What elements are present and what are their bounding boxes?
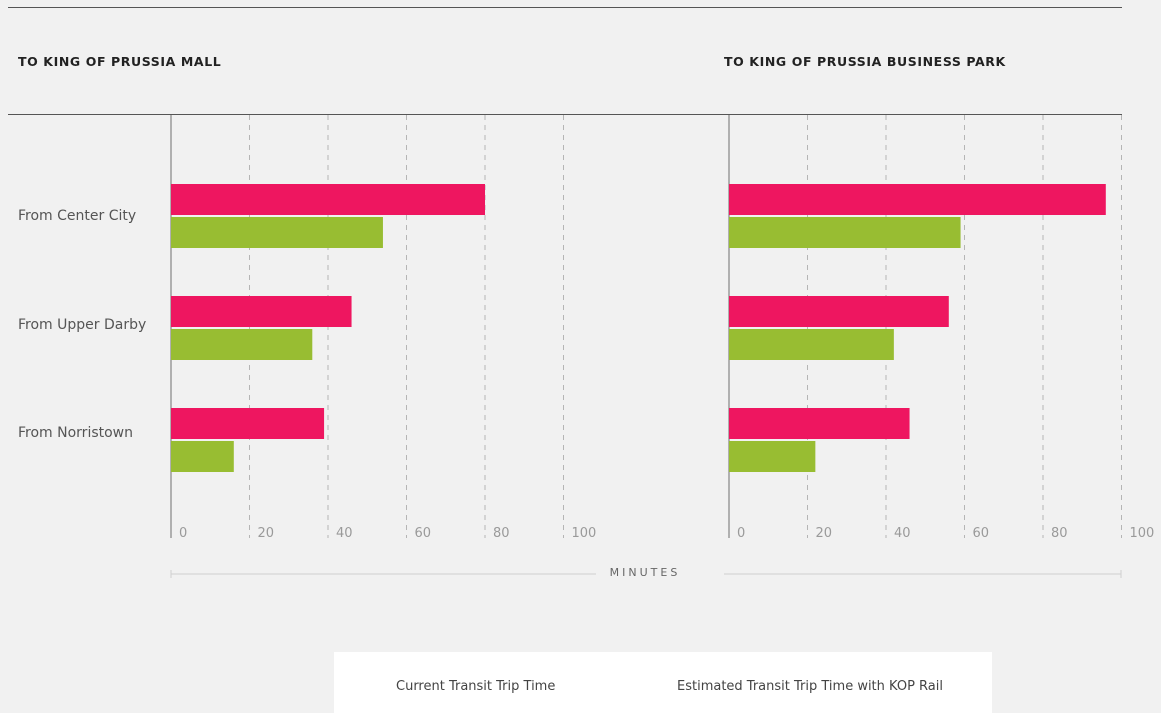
x-axis-title: MINUTES [609,566,681,579]
bar-business-park-norristown-current [729,408,910,439]
x-tick-label-business-park-60: 60 [973,526,990,541]
category-label-norristown: From Norristown [18,425,134,441]
bar-business-park-center-city-estimated [729,217,961,248]
chart-title-business-park: TO KING OF PRUSSIA BUSINESS PARK [724,54,1006,69]
x-tick-label-mall-40: 40 [336,526,353,541]
x-tick-label-mall-100: 100 [572,526,597,541]
legend-item-estimated: Estimated Transit Trip Time with KOP Rai… [677,679,943,694]
x-tick-label-business-park-100: 100 [1130,526,1155,541]
header-rule [8,114,1122,115]
category-label-center-city: From Center City [18,208,137,224]
bar-business-park-upper-darby-estimated [729,329,894,360]
x-tick-label-business-park-0: 0 [737,526,745,541]
bar-mall-norristown-estimated [171,441,234,472]
x-tick-label-business-park-40: 40 [894,526,911,541]
bar-mall-center-city-current [171,184,485,215]
bar-mall-center-city-estimated [171,217,383,248]
bar-business-park-center-city-current [729,184,1106,215]
x-tick-label-business-park-80: 80 [1051,526,1068,541]
bar-business-park-upper-darby-current [729,296,949,327]
bar-mall-norristown-current [171,408,325,439]
x-tick-label-mall-60: 60 [415,526,432,541]
x-tick-label-mall-80: 80 [493,526,510,541]
bar-mall-upper-darby-estimated [171,329,313,360]
chart-title-mall: TO KING OF PRUSSIA MALL [18,54,222,69]
bar-mall-upper-darby-current [171,296,352,327]
bar-business-park-norristown-estimated [729,441,816,472]
x-tick-label-business-park-20: 20 [816,526,833,541]
legend: Current Transit Trip Time Estimated Tran… [334,652,992,713]
x-tick-label-mall-20: 20 [258,526,275,541]
category-label-upper-darby: From Upper Darby [18,317,147,333]
legend-item-current: Current Transit Trip Time [396,679,556,694]
top-rule [8,7,1122,8]
x-tick-label-mall-0: 0 [179,526,187,541]
